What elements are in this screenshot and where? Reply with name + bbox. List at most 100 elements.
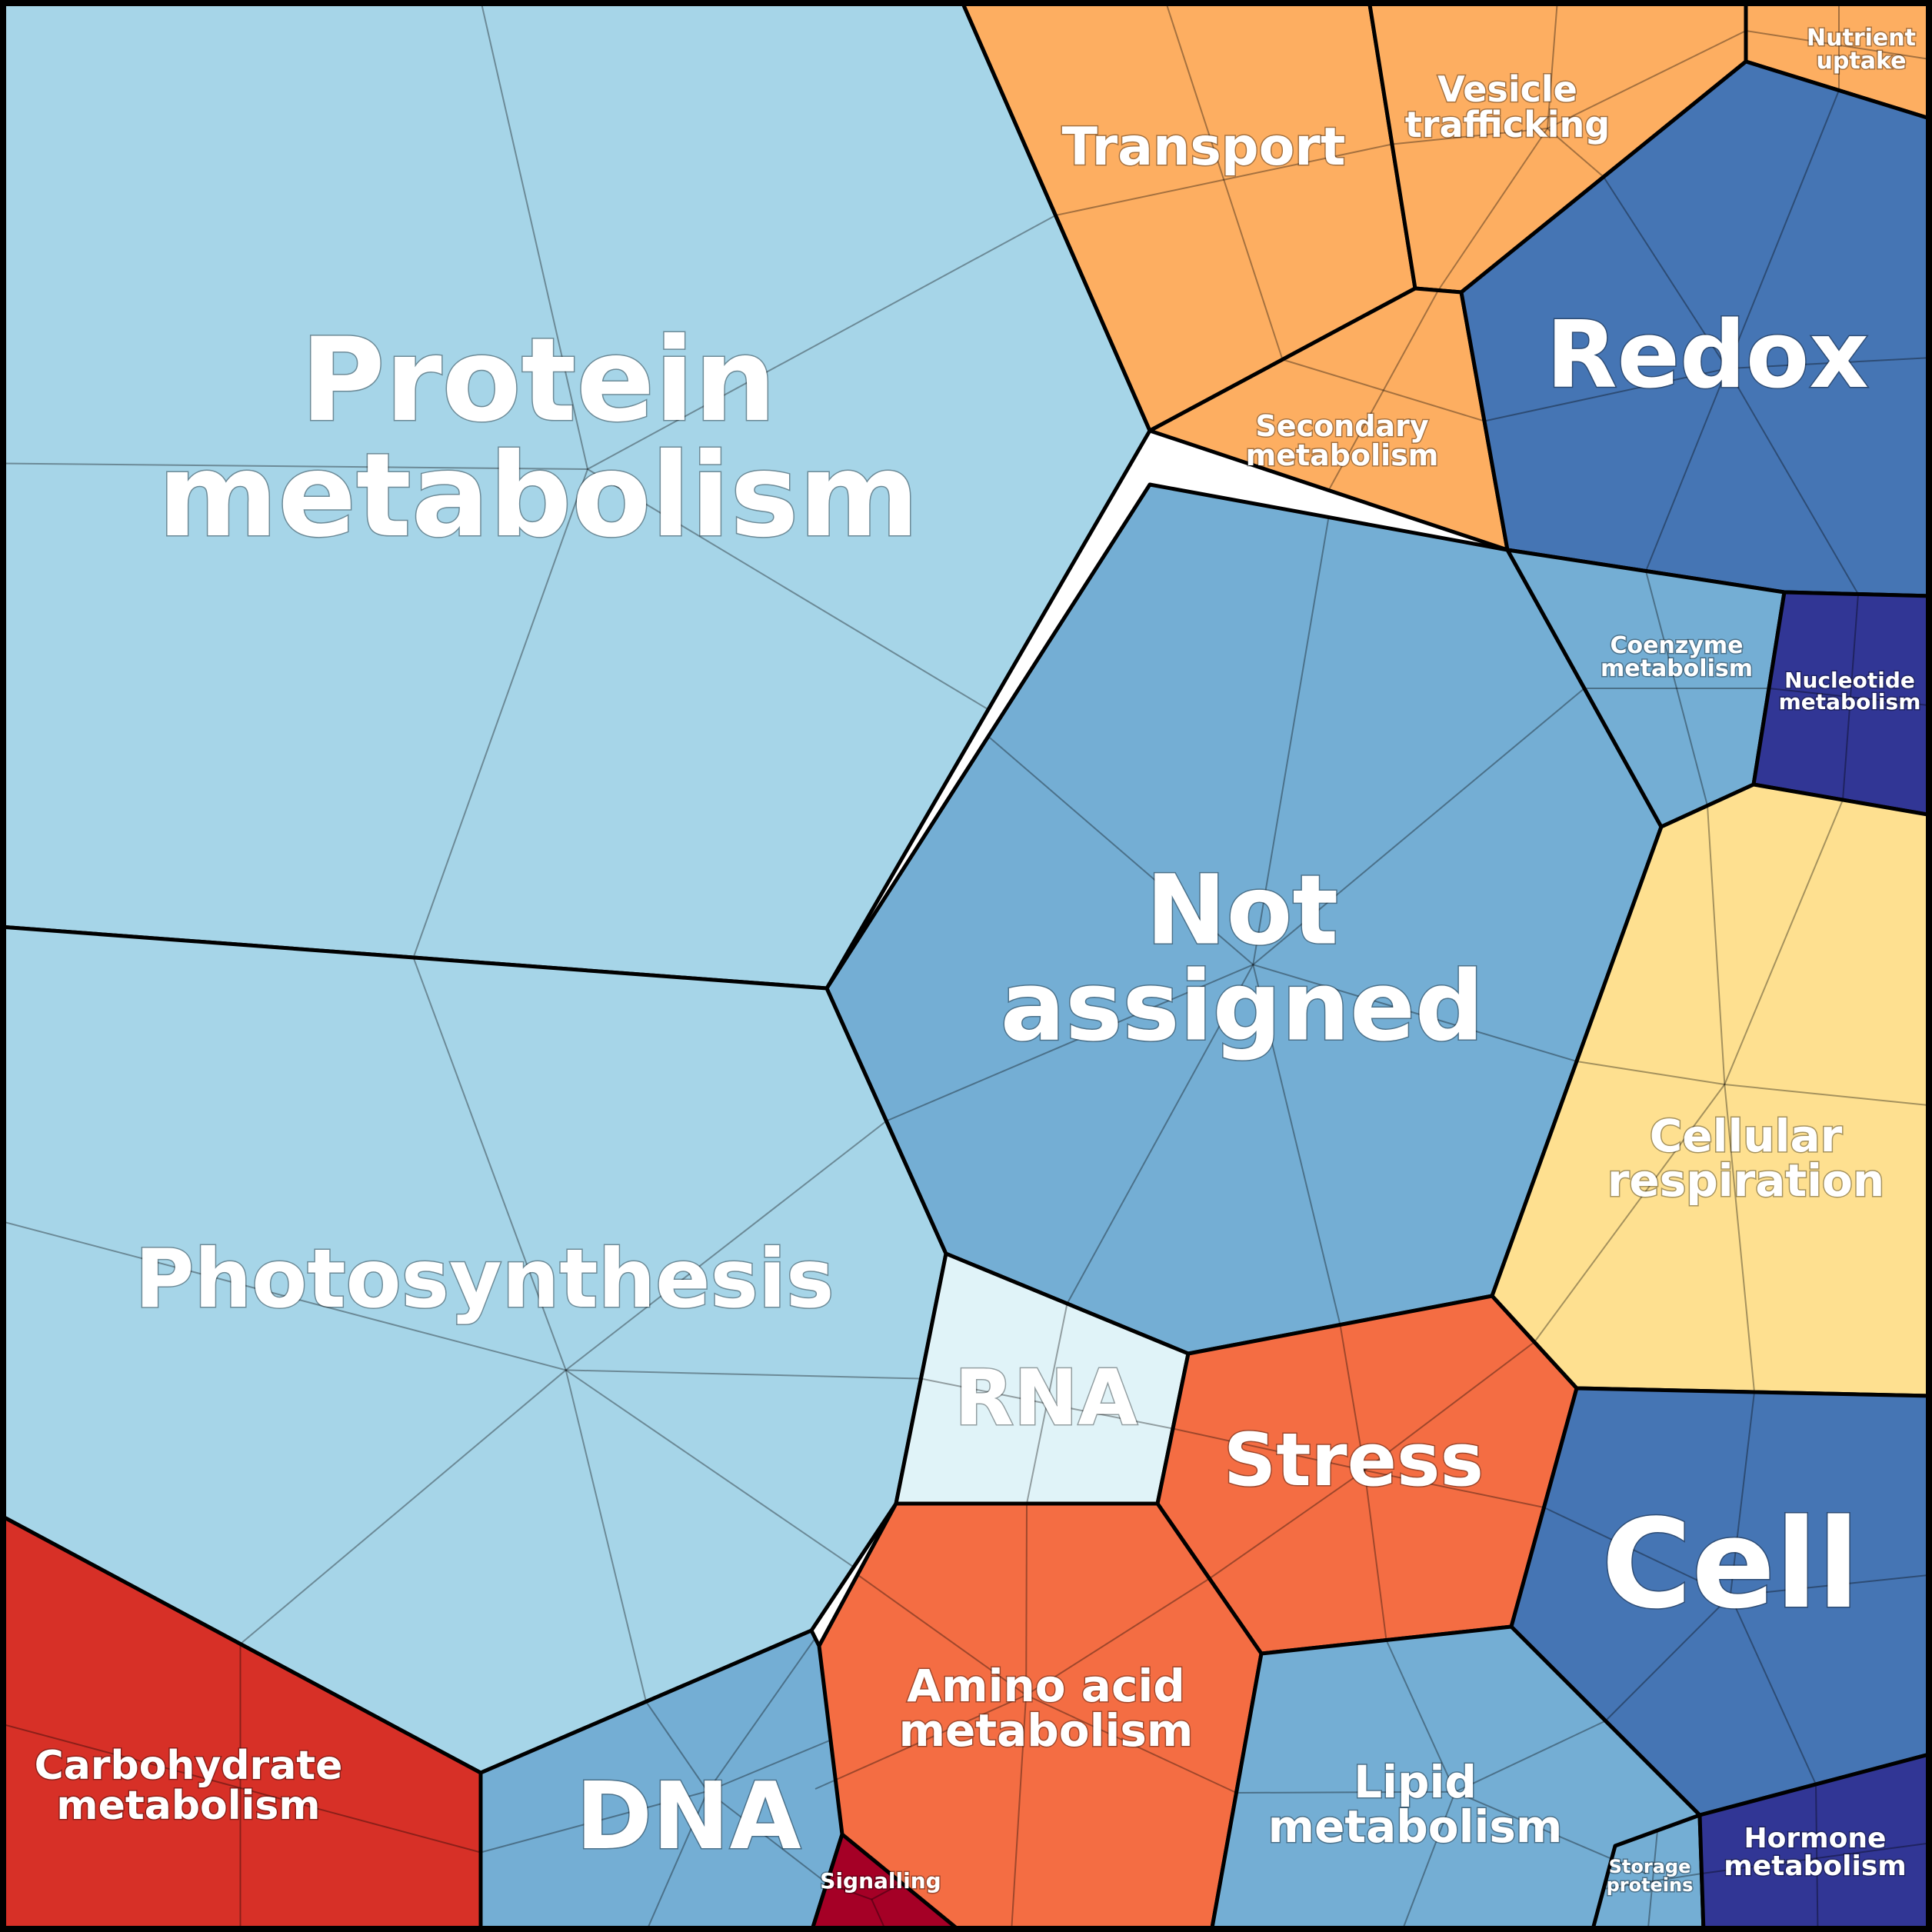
cell-signalling — [809, 1832, 964, 1932]
subcell-divider — [814, 1694, 1027, 1790]
subcell-divider — [707, 1790, 828, 1884]
label-line: Storage — [1609, 1856, 1691, 1877]
subcell-divider — [1701, 1857, 1817, 1874]
subcell-divider — [1850, 594, 1859, 698]
subcell-divider — [0, 1220, 566, 1371]
subcell-divider — [1645, 571, 1677, 689]
label-line: Nutrient — [1807, 25, 1916, 52]
label-line: Coenzyme — [1611, 632, 1744, 659]
cell-hormone — [1697, 1751, 1932, 1932]
label-respiration: Cellular respiration — [1607, 1110, 1884, 1207]
cell-nucleotide — [1751, 590, 1932, 818]
subcell-divider — [1547, 128, 1604, 178]
label-line: uptake — [1817, 48, 1907, 75]
subcell-divider — [1729, 1391, 1755, 1597]
label-line: DNA — [576, 1764, 801, 1870]
subcell-divider — [1252, 964, 1577, 1062]
subcell-divider — [1208, 1469, 1365, 1580]
subcell-divider — [1026, 1403, 1048, 1504]
label-line: metabolism — [56, 1783, 320, 1829]
subcell-divider — [565, 1120, 888, 1371]
label-transport: Transport — [1062, 117, 1346, 178]
subcell-divider — [826, 1882, 872, 1900]
label-line: Carbohydrate — [35, 1743, 343, 1789]
subcell-divider — [1534, 1084, 1726, 1343]
label-dna: DNA — [576, 1764, 801, 1870]
label-cell: Cell — [1601, 1492, 1860, 1636]
label-line: Photosynthesis — [135, 1232, 834, 1326]
label-nutrient: Nutrient uptake — [1807, 25, 1916, 75]
label-amino: Amino acid metabolism — [899, 1660, 1194, 1757]
subcell-divider — [1047, 1403, 1174, 1430]
subcell-divider — [1838, 44, 1932, 61]
label-coenzyme: Coenzyme metabolism — [1601, 632, 1753, 682]
subcell-divider — [480, 0, 588, 470]
subcell-divider — [1236, 1790, 1456, 1794]
subcell-divider — [1055, 178, 1224, 216]
label-line: Stress — [1224, 1418, 1484, 1503]
subcell-divider — [1172, 1427, 1365, 1471]
subcell-divider — [1651, 1830, 1658, 1882]
label-hormone: Hormone metabolism — [1724, 1823, 1907, 1882]
label-line: Hormone — [1744, 1823, 1887, 1854]
subcell-divider — [645, 1700, 708, 1792]
label-lipid: Lipid metabolism — [1268, 1756, 1563, 1853]
label-line: Lipid — [1354, 1756, 1477, 1808]
label-signalling: Signalling — [820, 1868, 941, 1894]
subcell-divider — [1252, 964, 1341, 1325]
subcell-divider — [565, 1369, 921, 1380]
label-secondary: Secondary metabolism — [1246, 409, 1439, 472]
subcell-divider — [412, 957, 567, 1371]
label-nucleotide: Nucleotide metabolism — [1779, 668, 1921, 715]
subcell-divider — [1364, 1469, 1544, 1508]
subcell-divider — [1645, 368, 1728, 571]
subcell-divider — [1252, 688, 1585, 966]
subcell-divider — [871, 1882, 902, 1900]
label-photosynthesis: Photosynthesis — [135, 1232, 834, 1326]
label-line: RNA — [954, 1353, 1138, 1443]
label-line: metabolism — [1268, 1800, 1563, 1853]
subcell-divider — [1547, 0, 1558, 129]
label-line: respiration — [1607, 1154, 1884, 1207]
subcell-divider — [1707, 805, 1726, 1085]
label-line: Not — [1146, 855, 1338, 967]
subcell-divider — [1745, 30, 1840, 46]
label-line: metabolism — [1601, 655, 1753, 682]
subcell-divider — [886, 964, 1254, 1122]
cell-nutrient — [1744, 0, 1932, 122]
label-line: metabolism — [1724, 1850, 1907, 1882]
subcell-divider — [0, 1723, 241, 1789]
subcell-divider — [1364, 1341, 1535, 1471]
subcell-divider — [857, 1574, 1027, 1696]
subcell-divider — [1025, 1577, 1211, 1696]
label-line: Vesicle — [1437, 68, 1577, 110]
subcell-divider — [1726, 90, 1840, 369]
subcell-divider — [1817, 1842, 1932, 1859]
subcell-divider — [480, 1790, 708, 1854]
subcell-divider — [587, 468, 989, 711]
subcell-divider — [1252, 517, 1330, 965]
label-line: metabolism — [899, 1704, 1194, 1757]
subcell-divider — [1652, 1873, 1702, 1882]
subcell-divider — [1724, 1084, 1755, 1393]
subcell-divider — [1544, 1507, 1731, 1597]
subcell-divider — [921, 1377, 1048, 1404]
subcell-divider — [707, 1739, 831, 1792]
label-line: Cellular — [1650, 1110, 1843, 1162]
subcell-divider — [1647, 1880, 1654, 1932]
subcell-divider — [240, 1787, 481, 1854]
label-line: Nucleotide — [1784, 668, 1915, 693]
subcell-divider — [1547, 30, 1747, 129]
subcell-divider — [1454, 1720, 1606, 1793]
label-line: Signalling — [820, 1868, 941, 1894]
subcell-divider — [988, 735, 1254, 966]
subcell-divider — [707, 1637, 816, 1792]
subcell-divider — [0, 462, 588, 470]
subcell-divider — [1484, 368, 1727, 422]
label-line: Secondary — [1255, 409, 1428, 443]
subcell-divider — [1815, 1784, 1818, 1859]
subcell-divider — [1724, 1084, 1932, 1107]
subcell-divider — [565, 1370, 647, 1702]
subcell-divider — [1454, 1790, 1647, 1874]
